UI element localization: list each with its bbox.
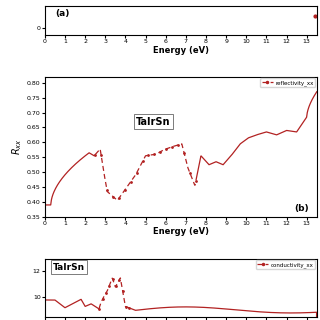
Text: TaIrSn: TaIrSn: [53, 263, 85, 272]
X-axis label: Energy (eV): Energy (eV): [153, 228, 209, 236]
Legend: reflectivity_xx: reflectivity_xx: [260, 78, 315, 87]
Text: TaIrSn: TaIrSn: [136, 116, 171, 127]
Text: (a): (a): [56, 9, 70, 18]
Text: (b): (b): [294, 204, 308, 213]
Y-axis label: $R_{xx}$: $R_{xx}$: [10, 139, 24, 155]
Legend: conductivity_xx: conductivity_xx: [256, 260, 315, 269]
X-axis label: Energy (eV): Energy (eV): [153, 46, 209, 55]
